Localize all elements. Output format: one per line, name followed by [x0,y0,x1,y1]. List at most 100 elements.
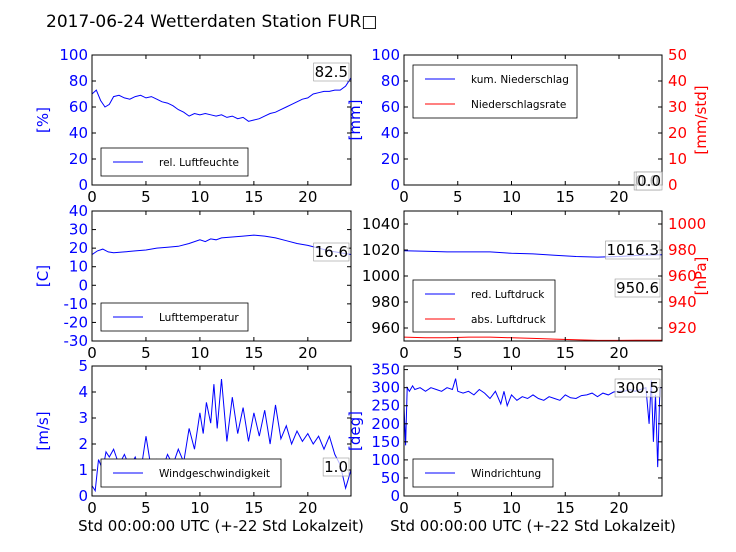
y2-axis-label: [hPa] [692,257,710,296]
legend-box [100,458,282,488]
y-tick-label: 100 [371,451,400,469]
x-tick-label: 10 [190,188,209,206]
legend-label: rel. Luftfeuchte [159,157,239,169]
y-tick-label: 100 [371,46,400,64]
y-tick-label: 80 [69,72,88,90]
series-line-1 [92,234,351,256]
y-tick-label: 980 [371,293,400,311]
legend-label: Lufttemperatur [159,312,239,324]
axes-frame [91,54,352,186]
x-tick-label: 0 [399,344,409,362]
y-tick-label: 150 [371,433,400,451]
x-tick-label: 15 [244,344,263,362]
y-axis-label: [C] [34,265,52,287]
y-axis-label: [%] [34,107,52,133]
panel-pressure: 0 5 10 15 20 960 980 1000 1020 1040 920 940 960 980 10… [362,210,710,362]
x-tick-label: 0 [399,188,409,206]
x-tick-label: 5 [453,499,463,517]
x-tick-label: 20 [298,344,317,362]
y-tick-label: 4 [78,383,88,401]
legend-label: Niederschlagsrate [471,99,566,111]
legend-label: Windrichtung [471,468,541,480]
y2-tick-label: 980 [668,241,697,259]
y-tick-label: 5 [78,357,88,375]
x-tick-label: 15 [244,188,263,206]
y-tick-label: 0 [78,487,88,505]
y-tick-label: 40 [381,124,400,142]
figure-title: 2017-06-24 Wetterdaten Station FUR□ [46,12,377,32]
legend-label: kum. Niederschlag [471,74,569,86]
y-axis-label: [mm] [346,100,364,141]
y-axis-label: [deg] [346,411,364,451]
y-tick-label: 40 [69,124,88,142]
legend-box [412,279,556,333]
x-tick-label: 20 [298,188,317,206]
x-axis-label-right: Std 00:00:00 UTC (+-22 Std Lokalzeit) [390,517,676,535]
y-tick-label: 200 [371,415,400,433]
axes-frame [91,365,352,497]
y-tick-label: 60 [381,98,400,116]
x-tick-label: 20 [609,499,628,517]
x-tick-label: 5 [141,344,151,362]
x-tick-label: 0 [87,188,97,206]
x-tick-label: 10 [502,188,521,206]
panel-precipitation: 0 5 10 15 20 0 20 40 60 80 100 0 10 20 30 40 50 [mm] [mm/s… [346,46,710,206]
x-tick-label: 20 [609,188,628,206]
x-tick-label: 10 [502,344,521,362]
x-axis-label-left: Std 00:00:00 UTC (+-22 Std Lokalzeit) [78,517,364,535]
y-tick-label: 40 [69,202,88,220]
y-axis-label: [m/s] [34,411,52,450]
y-tick-label: 0 [78,176,88,194]
x-tick-label: 5 [453,344,463,362]
series-line-2 [404,336,662,341]
y-tick-label: 20 [381,150,400,168]
y-tick-label: 0 [78,276,88,294]
x-tick-label: 10 [190,499,209,517]
y-tick-label: 350 [371,361,400,379]
y2-tick-label: 40 [668,72,687,90]
y2-tick-label: 20 [668,124,687,142]
y2-tick-label: 920 [668,319,697,337]
y-tick-label: 1020 [362,241,400,259]
y-tick-label: 20 [69,239,88,257]
value-annotation-box [313,242,350,262]
y-tick-label: -20 [64,313,89,331]
y-tick-label: 0 [390,176,400,194]
value-annotation: 0.0 [637,172,661,190]
y-tick-label: 3 [78,409,88,427]
y-tick-label: 960 [371,319,400,337]
value-annotation-box [322,457,350,477]
y-tick-label: 300 [371,379,400,397]
y-tick-label: 1 [78,461,88,479]
y2-tick-label: 940 [668,293,697,311]
value-annotation: 300.5 [616,379,659,397]
value-annotation: 1.0 [324,458,348,476]
y-tick-label: 0 [390,487,400,505]
axes-frame [403,365,663,497]
legend-label: red. Luftdruck [471,289,545,301]
y2-tick-label: 1000 [668,215,706,233]
x-tick-label: 15 [556,344,575,362]
y-tick-label: 20 [69,150,88,168]
x-tick-label: 10 [502,499,521,517]
x-tick-label: 5 [453,188,463,206]
value-annotation-box [605,240,661,260]
legend-box [412,64,578,119]
x-tick-label: 5 [141,499,151,517]
axes-frame [91,210,352,342]
value-annotation-box [614,278,661,298]
y-tick-label: 100 [59,46,88,64]
y-tick-label: 1000 [362,267,400,285]
value-annotation: 950.6 [616,279,659,297]
x-tick-label: 0 [87,344,97,362]
series-line-1 [92,77,351,122]
y-tick-label: 2 [78,435,88,453]
value-annotation-box [313,62,350,82]
y-tick-label: 50 [381,469,400,487]
panel-temperature: 0 5 10 15 20-30-20-10010203040[C]Lufttempera… [34,202,352,362]
value-annotation: 82.5 [315,63,348,81]
y-tick-label: -10 [64,295,89,313]
legend-label: Windgeschwindigkeit [159,468,270,480]
x-tick-label: 10 [190,344,209,362]
x-tick-label: 5 [141,188,151,206]
